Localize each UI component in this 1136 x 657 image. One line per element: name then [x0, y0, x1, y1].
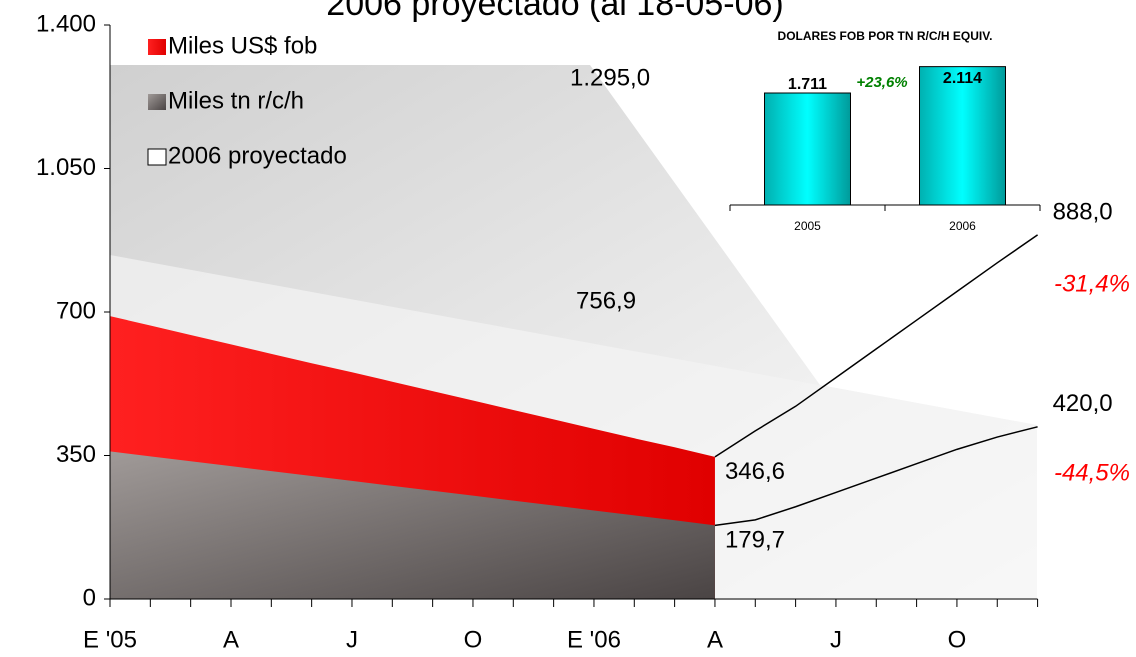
value-label: 888,0: [1053, 198, 1113, 225]
legend-label: Miles tn r/c/h: [168, 87, 304, 114]
legend-swatch: [147, 148, 167, 166]
bar: [764, 92, 851, 206]
legend-label: 2006 proyectado: [168, 142, 347, 169]
x-tick-label: O: [464, 626, 483, 653]
x-tick-label: E '06: [567, 626, 621, 653]
legend-label: Miles US$ fob: [168, 32, 317, 59]
x-tick-label: 2006: [949, 219, 976, 233]
legend-swatch: [148, 39, 166, 55]
line: [714, 234, 1039, 458]
x-tick-label: O: [948, 626, 967, 653]
legend-swatch: [148, 94, 166, 110]
x-tick-label: E '05: [83, 626, 137, 653]
x-tick-label: 2005: [794, 219, 821, 233]
annotation: 756,9: [576, 287, 636, 314]
y-tick-label: 350: [56, 441, 96, 468]
chart-title: 2006 proyectado (al 18-05-06): [326, 0, 783, 23]
value-label: 179,7: [725, 527, 785, 554]
y-tick-label: 1.400: [36, 10, 96, 37]
x-tick-label: J: [346, 626, 358, 653]
y-tick-label: 0: [83, 584, 96, 611]
annotation: 1.295,0: [570, 64, 650, 91]
value-label: 1.711: [788, 76, 827, 93]
x-tick-label: A: [223, 626, 239, 653]
line: [714, 426, 1038, 527]
annotation: -44,5%: [1054, 459, 1130, 486]
annotation: +23,6%: [856, 74, 907, 91]
annotation: -31,4%: [1054, 270, 1130, 297]
y-tick-label: 700: [56, 297, 96, 324]
value-label: 2.114: [943, 70, 982, 87]
y-tick-label: 1.050: [36, 154, 96, 181]
x-tick-label: J: [830, 626, 842, 653]
area: [110, 451, 715, 599]
inset-title: DOLARES FOB POR TN R/C/H EQUIV.: [778, 29, 993, 43]
value-label: 346,6: [725, 458, 785, 485]
value-label: 420,0: [1053, 390, 1113, 417]
bar: [919, 66, 1006, 206]
x-tick-label: A: [707, 626, 723, 653]
